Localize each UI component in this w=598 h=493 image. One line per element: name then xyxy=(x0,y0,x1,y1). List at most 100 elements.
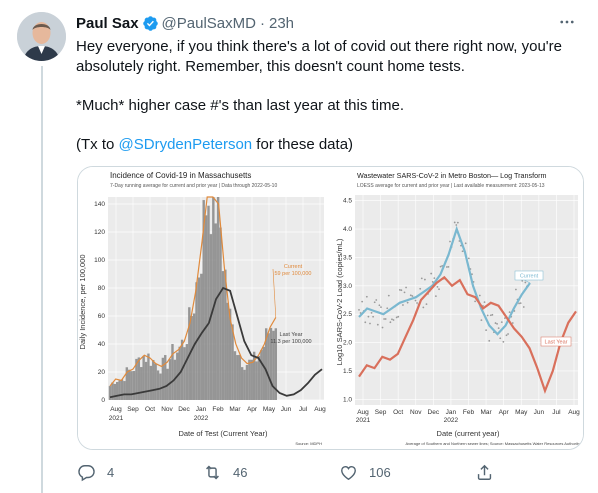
avatar-image xyxy=(17,12,66,61)
x-tick-label: Jul xyxy=(552,409,561,416)
daily-bar xyxy=(252,351,256,400)
y-tick-label: 80 xyxy=(98,285,106,292)
sample-point xyxy=(405,286,407,289)
x-tick-label: Mar xyxy=(229,406,241,413)
sample-point xyxy=(380,306,382,309)
y-tick-label: 100 xyxy=(94,257,105,264)
sample-point xyxy=(522,306,525,308)
daily-bar xyxy=(161,357,165,400)
share-icon xyxy=(477,464,492,480)
x-tick-label: Nov xyxy=(410,409,422,416)
more-icon[interactable] xyxy=(556,11,578,33)
daily-bar xyxy=(147,353,150,400)
sample-point xyxy=(425,303,428,306)
y-tick-label: 2.5 xyxy=(343,311,352,318)
y-tick-label: 40 xyxy=(98,341,106,348)
plot-background xyxy=(355,195,578,405)
sample-point xyxy=(480,319,483,321)
sample-point xyxy=(402,304,404,306)
daily-bar xyxy=(123,381,126,400)
daily-bar xyxy=(204,215,208,400)
x-tick-label: Sep xyxy=(375,409,387,416)
x-tick-label: May xyxy=(263,406,276,413)
tweet-media-image[interactable]: Incidence of Covid-19 in Massachusetts 7… xyxy=(77,166,584,450)
reply-count: 4 xyxy=(107,464,115,480)
daily-bar xyxy=(185,344,189,400)
y-tick-label: 60 xyxy=(98,313,106,320)
daily-bar xyxy=(137,357,141,400)
y-axis-label: Log10 SARS-CoV-2 Load (copies/mL) xyxy=(335,238,344,365)
label-box-current xyxy=(514,270,544,281)
sample-point xyxy=(515,288,517,291)
reply-button[interactable]: 4 xyxy=(77,460,114,484)
sample-point xyxy=(381,326,384,329)
avatar[interactable] xyxy=(17,12,66,61)
daily-bar xyxy=(120,379,124,400)
y-tick-label: 1.0 xyxy=(343,396,352,403)
separator-dot: · xyxy=(259,14,265,32)
sample-point xyxy=(358,308,360,311)
share-button[interactable] xyxy=(475,460,494,484)
sample-point xyxy=(486,314,489,317)
sample-point xyxy=(378,304,381,307)
chart-subtitle: 7-Day running average for current and pr… xyxy=(110,183,277,189)
daily-bar xyxy=(171,344,174,400)
tweet-text: Hey everyone, if you think there's a lot… xyxy=(76,37,581,155)
sample-point xyxy=(387,294,390,297)
sample-point xyxy=(384,318,387,320)
mention-link[interactable]: @SDrydenPeterson xyxy=(118,135,253,153)
sample-point xyxy=(496,322,498,325)
x-year-label: 2021 xyxy=(356,417,371,424)
author-handle[interactable]: @PaulSaxMD xyxy=(161,14,256,32)
sample-point xyxy=(436,285,439,288)
like-button[interactable]: 106 xyxy=(339,460,391,484)
sample-point xyxy=(483,301,486,304)
sample-point xyxy=(478,294,481,297)
sample-point xyxy=(419,287,422,290)
sample-point xyxy=(474,300,477,303)
sample-point xyxy=(504,317,506,320)
daily-bar xyxy=(149,365,153,400)
sample-point xyxy=(403,291,406,294)
daily-bar xyxy=(132,370,136,400)
x-tick-label: Feb xyxy=(212,406,224,413)
daily-bar xyxy=(192,313,196,400)
x-tick-label: Oct xyxy=(393,409,403,416)
sample-point xyxy=(361,300,364,303)
x-tick-label: Jan xyxy=(196,406,207,413)
sample-point xyxy=(431,280,434,283)
daily-bar xyxy=(116,382,119,400)
sample-point xyxy=(447,265,450,268)
y-tick-label: 2.0 xyxy=(343,340,352,347)
tweet-text-paragraph-3: (Tx to @SDrydenPeterson for these data) xyxy=(76,135,581,155)
sample-point xyxy=(367,315,370,318)
tweet-timestamp[interactable]: 23h xyxy=(268,14,295,32)
credit-suffix: for these data) xyxy=(252,135,354,153)
retweet-count: 46 xyxy=(233,464,248,480)
daily-bar xyxy=(125,367,129,400)
daily-bar xyxy=(142,355,145,400)
daily-bar xyxy=(214,223,217,400)
chart-subtitle: LOESS average for current and prior year… xyxy=(357,183,545,189)
x-tick-label: Jun xyxy=(281,406,292,413)
covid-incidence-chart: Incidence of Covid-19 in Massachusetts 7… xyxy=(78,167,330,449)
y-tick-label: 120 xyxy=(94,229,105,236)
series-line-current xyxy=(109,196,277,387)
sample-point xyxy=(375,299,378,301)
y-tick-label: 0 xyxy=(101,397,105,404)
sample-point xyxy=(406,301,409,304)
author-name[interactable]: Paul Sax xyxy=(76,14,139,32)
sample-point xyxy=(439,265,442,268)
daily-bar xyxy=(262,346,265,400)
sample-point xyxy=(461,250,464,253)
x-axis-label: Date (current year) xyxy=(437,429,500,438)
x-tick-label: Sep xyxy=(127,406,139,413)
retweet-button[interactable]: 46 xyxy=(203,460,247,484)
thread-line xyxy=(41,66,43,493)
sample-point xyxy=(521,279,524,282)
daily-bar xyxy=(200,273,203,400)
daily-bar xyxy=(221,271,225,400)
daily-bar xyxy=(257,355,261,400)
x-tick-label: Aug xyxy=(110,406,122,413)
sample-point xyxy=(445,266,448,268)
